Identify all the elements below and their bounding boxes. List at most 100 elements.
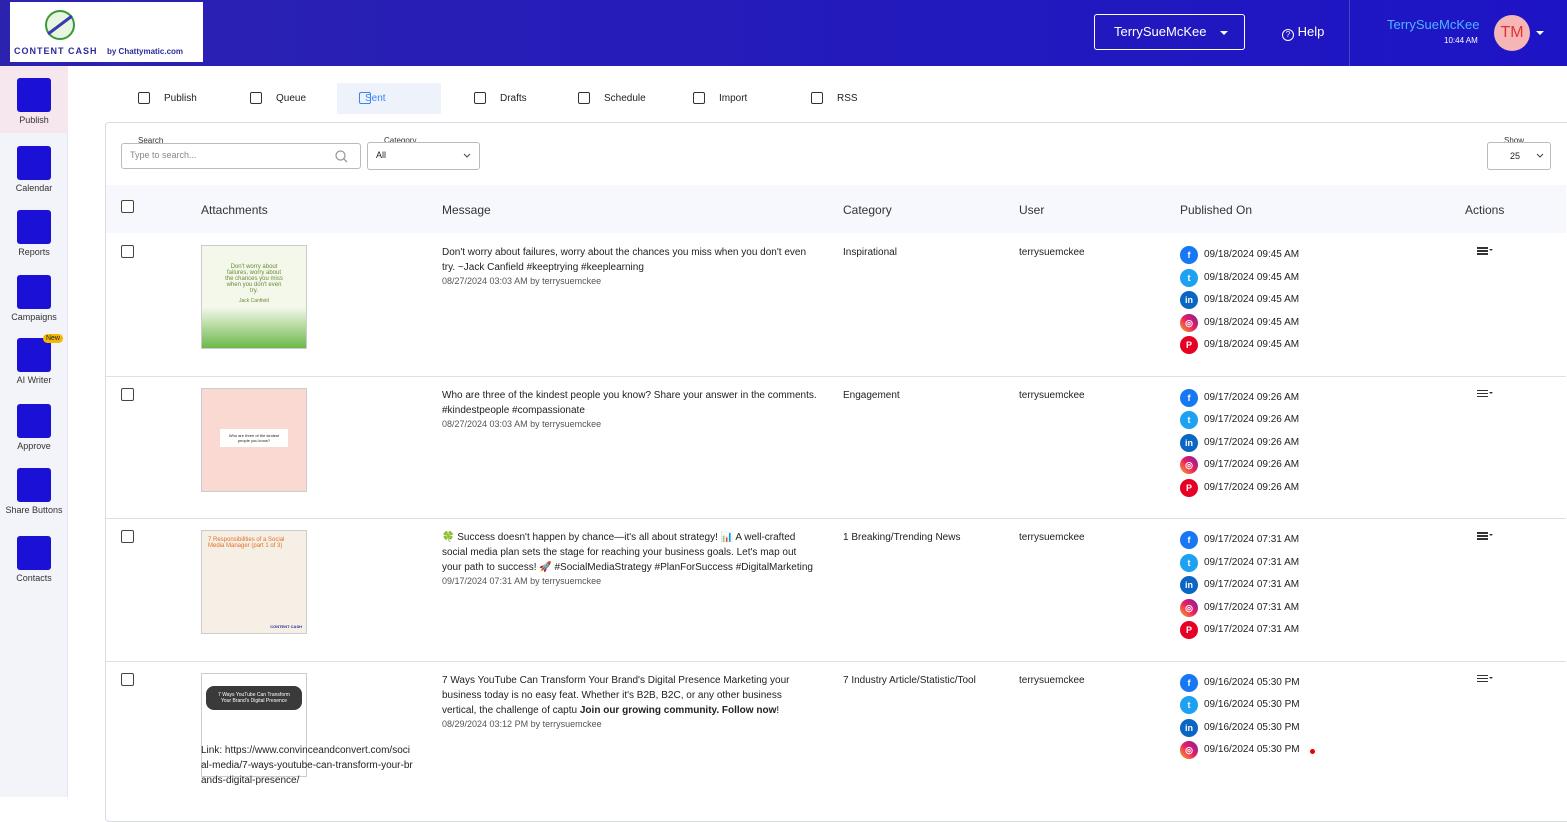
sidebar-item[interactable]: Reports xyxy=(0,210,68,257)
message-meta: 08/27/2024 03:03 AM by terrysuemckee xyxy=(442,418,602,429)
published-time: 09/17/2024 07:31 AM xyxy=(1204,556,1300,568)
column-header: Message xyxy=(442,203,491,217)
published-time: 09/17/2024 09:26 AM xyxy=(1204,414,1300,425)
row-separator xyxy=(106,375,1566,377)
tab[interactable]: Import xyxy=(691,83,747,114)
show-label: Show xyxy=(1504,136,1525,145)
published-time: 09/16/2024 05:30 PM xyxy=(1204,744,1300,755)
sidebar-label: Share Buttons xyxy=(5,505,63,515)
sidebar-item[interactable]: New AI Writer xyxy=(0,334,68,385)
category: 7 Industry Article/Statistic/Tool xyxy=(843,674,976,686)
tab[interactable]: Publish xyxy=(136,83,197,114)
sidebar-label: Reports xyxy=(18,247,50,257)
tab[interactable]: RSS xyxy=(809,83,858,114)
category: Engagement xyxy=(843,389,900,401)
actions-menu[interactable] xyxy=(1477,674,1495,685)
published-time: 09/16/2024 05:30 PM xyxy=(1204,699,1300,710)
sidebar-item[interactable]: Share Buttons xyxy=(0,468,68,515)
platform-icon-facebook: f xyxy=(1180,531,1198,549)
show-value: 25 xyxy=(1510,151,1521,161)
menu-line xyxy=(1477,538,1488,540)
sidebar-label: Approve xyxy=(17,441,51,451)
table-header xyxy=(106,185,1566,233)
platform-icon-pinterest: P xyxy=(1180,478,1198,497)
sidebar-label: Calendar xyxy=(15,183,53,193)
message-meta: 09/17/2024 07:31 AM by terrysuemckee xyxy=(442,576,602,586)
category: 1 Breaking/Trending News xyxy=(843,532,961,543)
help-text: Help xyxy=(1297,24,1325,39)
menu-caret xyxy=(1489,534,1493,538)
column-header: User xyxy=(1019,203,1045,217)
thumbnail[interactable]: Who are three of the kindest people you … xyxy=(201,387,307,492)
sidebar-icon xyxy=(17,210,51,244)
sidebar-item[interactable]: Approve xyxy=(0,404,68,451)
thumbnail[interactable]: 7 Ways YouTube Can Transform Your Brand'… xyxy=(201,672,307,777)
logo-icon xyxy=(45,10,75,40)
tab[interactable]: Drafts xyxy=(472,83,527,114)
divider xyxy=(1349,0,1350,66)
row-checkbox[interactable] xyxy=(121,672,134,686)
avatar[interactable]: TM xyxy=(1494,15,1530,51)
menu-line xyxy=(1477,392,1488,394)
platform-icon-twitter: t xyxy=(1180,268,1198,287)
category-select[interactable]: All xyxy=(367,142,480,170)
user: terrysuemckee xyxy=(1019,247,1085,258)
menu-line xyxy=(1477,395,1488,397)
search-input[interactable]: Type to search... xyxy=(121,143,361,169)
platform-icon-pinterest: P xyxy=(1180,621,1198,639)
select-all-checkbox[interactable] xyxy=(121,200,134,213)
tab[interactable]: Schedule xyxy=(576,83,646,114)
published-time: 09/17/2024 07:31 AM xyxy=(1204,624,1300,635)
menu-line xyxy=(1477,253,1488,255)
help-link[interactable]: ? Help xyxy=(1282,24,1324,41)
category-value: All xyxy=(376,150,387,160)
tab[interactable]: Queue xyxy=(248,83,306,114)
user: terrysuemckee xyxy=(1019,674,1085,686)
actions-menu[interactable] xyxy=(1477,389,1495,400)
row-checkbox[interactable] xyxy=(121,387,134,401)
thumbnail-text: Who are three of the kindest people you … xyxy=(220,428,288,447)
thumbnail[interactable]: 7 Responsibilities of a Social Media Man… xyxy=(201,530,307,634)
message-meta: 08/29/2024 03:12 PM by terrysuemckee xyxy=(442,718,602,729)
actions-menu[interactable] xyxy=(1477,532,1495,542)
published-time: 09/18/2024 09:45 AM xyxy=(1204,339,1300,350)
row-checkbox[interactable] xyxy=(121,245,134,258)
published-time: 09/18/2024 09:45 AM xyxy=(1204,271,1300,283)
published-time: 09/17/2024 09:26 AM xyxy=(1204,459,1300,470)
thumbnail-author: Jack Canfield xyxy=(238,298,269,304)
message: Who are three of the kindest people you … xyxy=(442,388,817,430)
sidebar-icon xyxy=(17,536,51,570)
row-separator xyxy=(106,518,1566,519)
menu-line xyxy=(1477,677,1488,679)
row-checkbox[interactable] xyxy=(121,530,134,543)
message-text: Don't worry about failures, worry about … xyxy=(442,247,807,273)
sidebar-label: AI Writer xyxy=(16,375,52,385)
sidebar-item[interactable]: Contacts xyxy=(0,536,68,583)
show-select[interactable]: 25 xyxy=(1487,142,1551,170)
message-strong: Join our growing community. Follow now xyxy=(579,704,777,716)
sidebar-icon xyxy=(17,404,51,438)
published-time: 09/17/2024 09:26 AM xyxy=(1204,436,1300,448)
sidebar-item[interactable]: Campaigns xyxy=(0,275,68,322)
message: 7 Ways YouTube Can Transform Your Brand'… xyxy=(442,673,817,730)
platform-icon-linkedin: in xyxy=(1180,291,1198,309)
logo[interactable]: CONTENT CASH by Chattymatic.com xyxy=(10,2,203,62)
platform-icon-linkedin: in xyxy=(1180,433,1198,452)
search-placeholder: Type to search... xyxy=(130,150,197,160)
published-time: 09/18/2024 09:45 AM xyxy=(1204,294,1300,305)
logo-subtitle: by Chattymatic.com xyxy=(107,47,184,56)
menu-line xyxy=(1477,680,1488,682)
tab[interactable]: Sent xyxy=(337,83,441,114)
sidebar-item[interactable]: Publish xyxy=(0,66,68,133)
sidebar-item[interactable]: Calendar xyxy=(0,146,68,193)
message-text: 🍀 Success doesn't happen by chance—it's … xyxy=(442,532,813,573)
search-icon xyxy=(335,150,348,163)
sidebar-label: Contacts xyxy=(16,573,52,583)
platform-icon-facebook: f xyxy=(1180,673,1198,692)
platform-icon-twitter: t xyxy=(1180,553,1198,572)
actions-menu[interactable] xyxy=(1477,247,1495,257)
header: CONTENT CASH by Chattymatic.com TerrySue… xyxy=(0,0,1567,66)
account-select[interactable]: TerrySueMcKee xyxy=(1094,14,1245,50)
thumbnail[interactable]: Don't worry about failures, worry about … xyxy=(201,245,307,349)
message-meta: 08/27/2024 03:03 AM by terrysuemckee xyxy=(442,276,602,286)
